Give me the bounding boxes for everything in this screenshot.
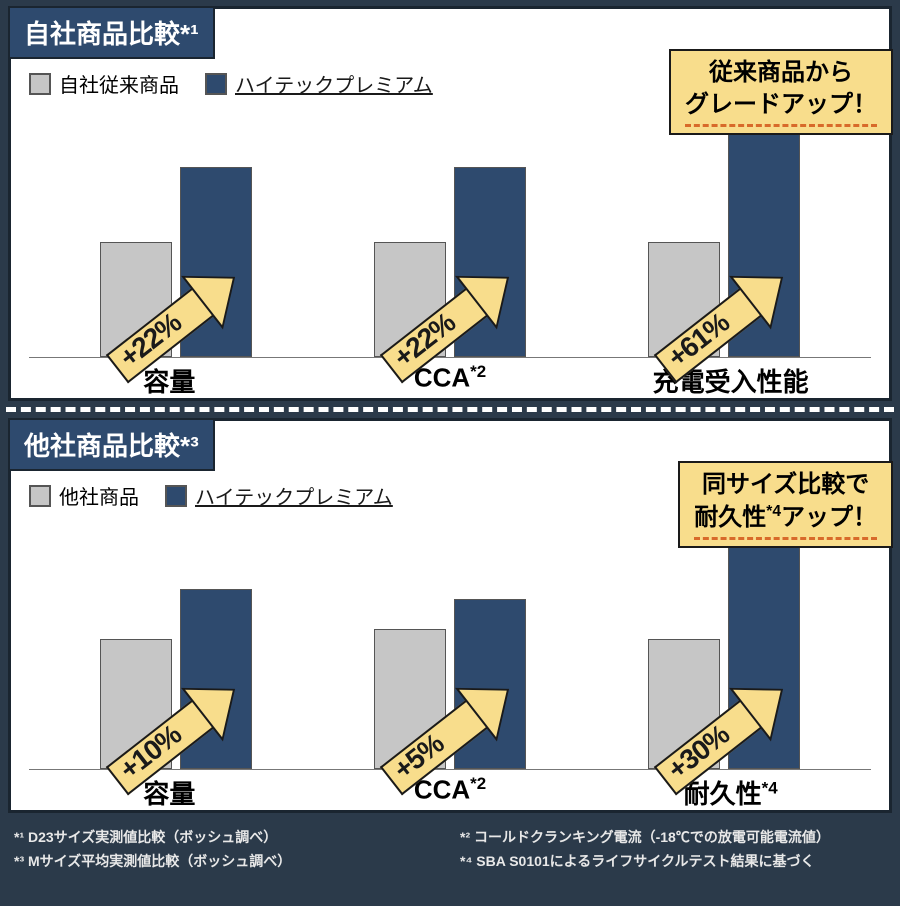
legend-swatch-blue — [165, 485, 187, 507]
panel-title: 他社商品比較*³ — [8, 418, 215, 471]
callout-badge: 同サイズ比較で 耐久性*4アップ！ — [678, 461, 893, 548]
bar-group: +61% — [594, 97, 854, 357]
x-label: 充電受入性能 — [601, 362, 861, 399]
legend-label-blue: ハイテックプレミアム — [195, 481, 393, 510]
footnote: *² コールドクランキング電流（-18℃での放電可能電流値） — [460, 827, 886, 847]
footnotes: *¹ D23サイズ実測値比較（ボッシュ調べ） *² コールドクランキング電流（-… — [0, 819, 900, 879]
x-label: 容量 — [39, 774, 299, 811]
legend-swatch-gray — [29, 485, 51, 507]
bar-group: +30% — [594, 509, 854, 769]
bar-group: +5% — [320, 599, 580, 769]
x-label: CCA*2 — [320, 774, 580, 811]
legend-label-blue: ハイテックプレミアム — [235, 69, 433, 98]
legend-label-gray: 他社商品 — [59, 481, 139, 510]
legend-label-gray: 自社従来商品 — [59, 69, 179, 98]
callout-line2: 耐久性*4アップ！ — [694, 501, 877, 539]
x-label: 耐久性*4 — [601, 774, 861, 811]
x-label: CCA*2 — [320, 362, 580, 399]
panel-competitor-comparison: 他社商品比較*³ 同サイズ比較で 耐久性*4アップ！ 他社商品 ハイテックプレミ… — [8, 418, 892, 813]
bar-group: +22% — [46, 167, 306, 357]
callout-line1: 同サイズ比較で — [694, 469, 877, 501]
bar-group: +22% — [320, 167, 580, 357]
x-label: 容量 — [39, 362, 299, 399]
legend-swatch-blue — [205, 73, 227, 95]
bar-group: +10% — [46, 589, 306, 769]
chart-area: +10% +5% +30% — [29, 510, 871, 770]
panel-title: 自社商品比較*¹ — [8, 6, 215, 59]
footnote: *⁴ SBA S0101によるライフサイクルテスト結果に基づく — [460, 851, 886, 871]
legend-swatch-gray — [29, 73, 51, 95]
callout-line1: 従来商品から — [685, 57, 877, 89]
panel-own-comparison: 自社商品比較*¹ 従来商品から グレードアップ！ 自社従来商品 ハイテックプレミ… — [8, 6, 892, 401]
chart-area: +22% +22% +61% — [29, 98, 871, 358]
callout-badge: 従来商品から グレードアップ！ — [669, 49, 893, 135]
footnote: *³ Mサイズ平均実測値比較（ボッシュ調べ） — [14, 851, 440, 871]
panel-divider — [6, 407, 894, 412]
callout-line2: グレードアップ！ — [685, 89, 877, 126]
footnote: *¹ D23サイズ実測値比較（ボッシュ調べ） — [14, 827, 440, 847]
